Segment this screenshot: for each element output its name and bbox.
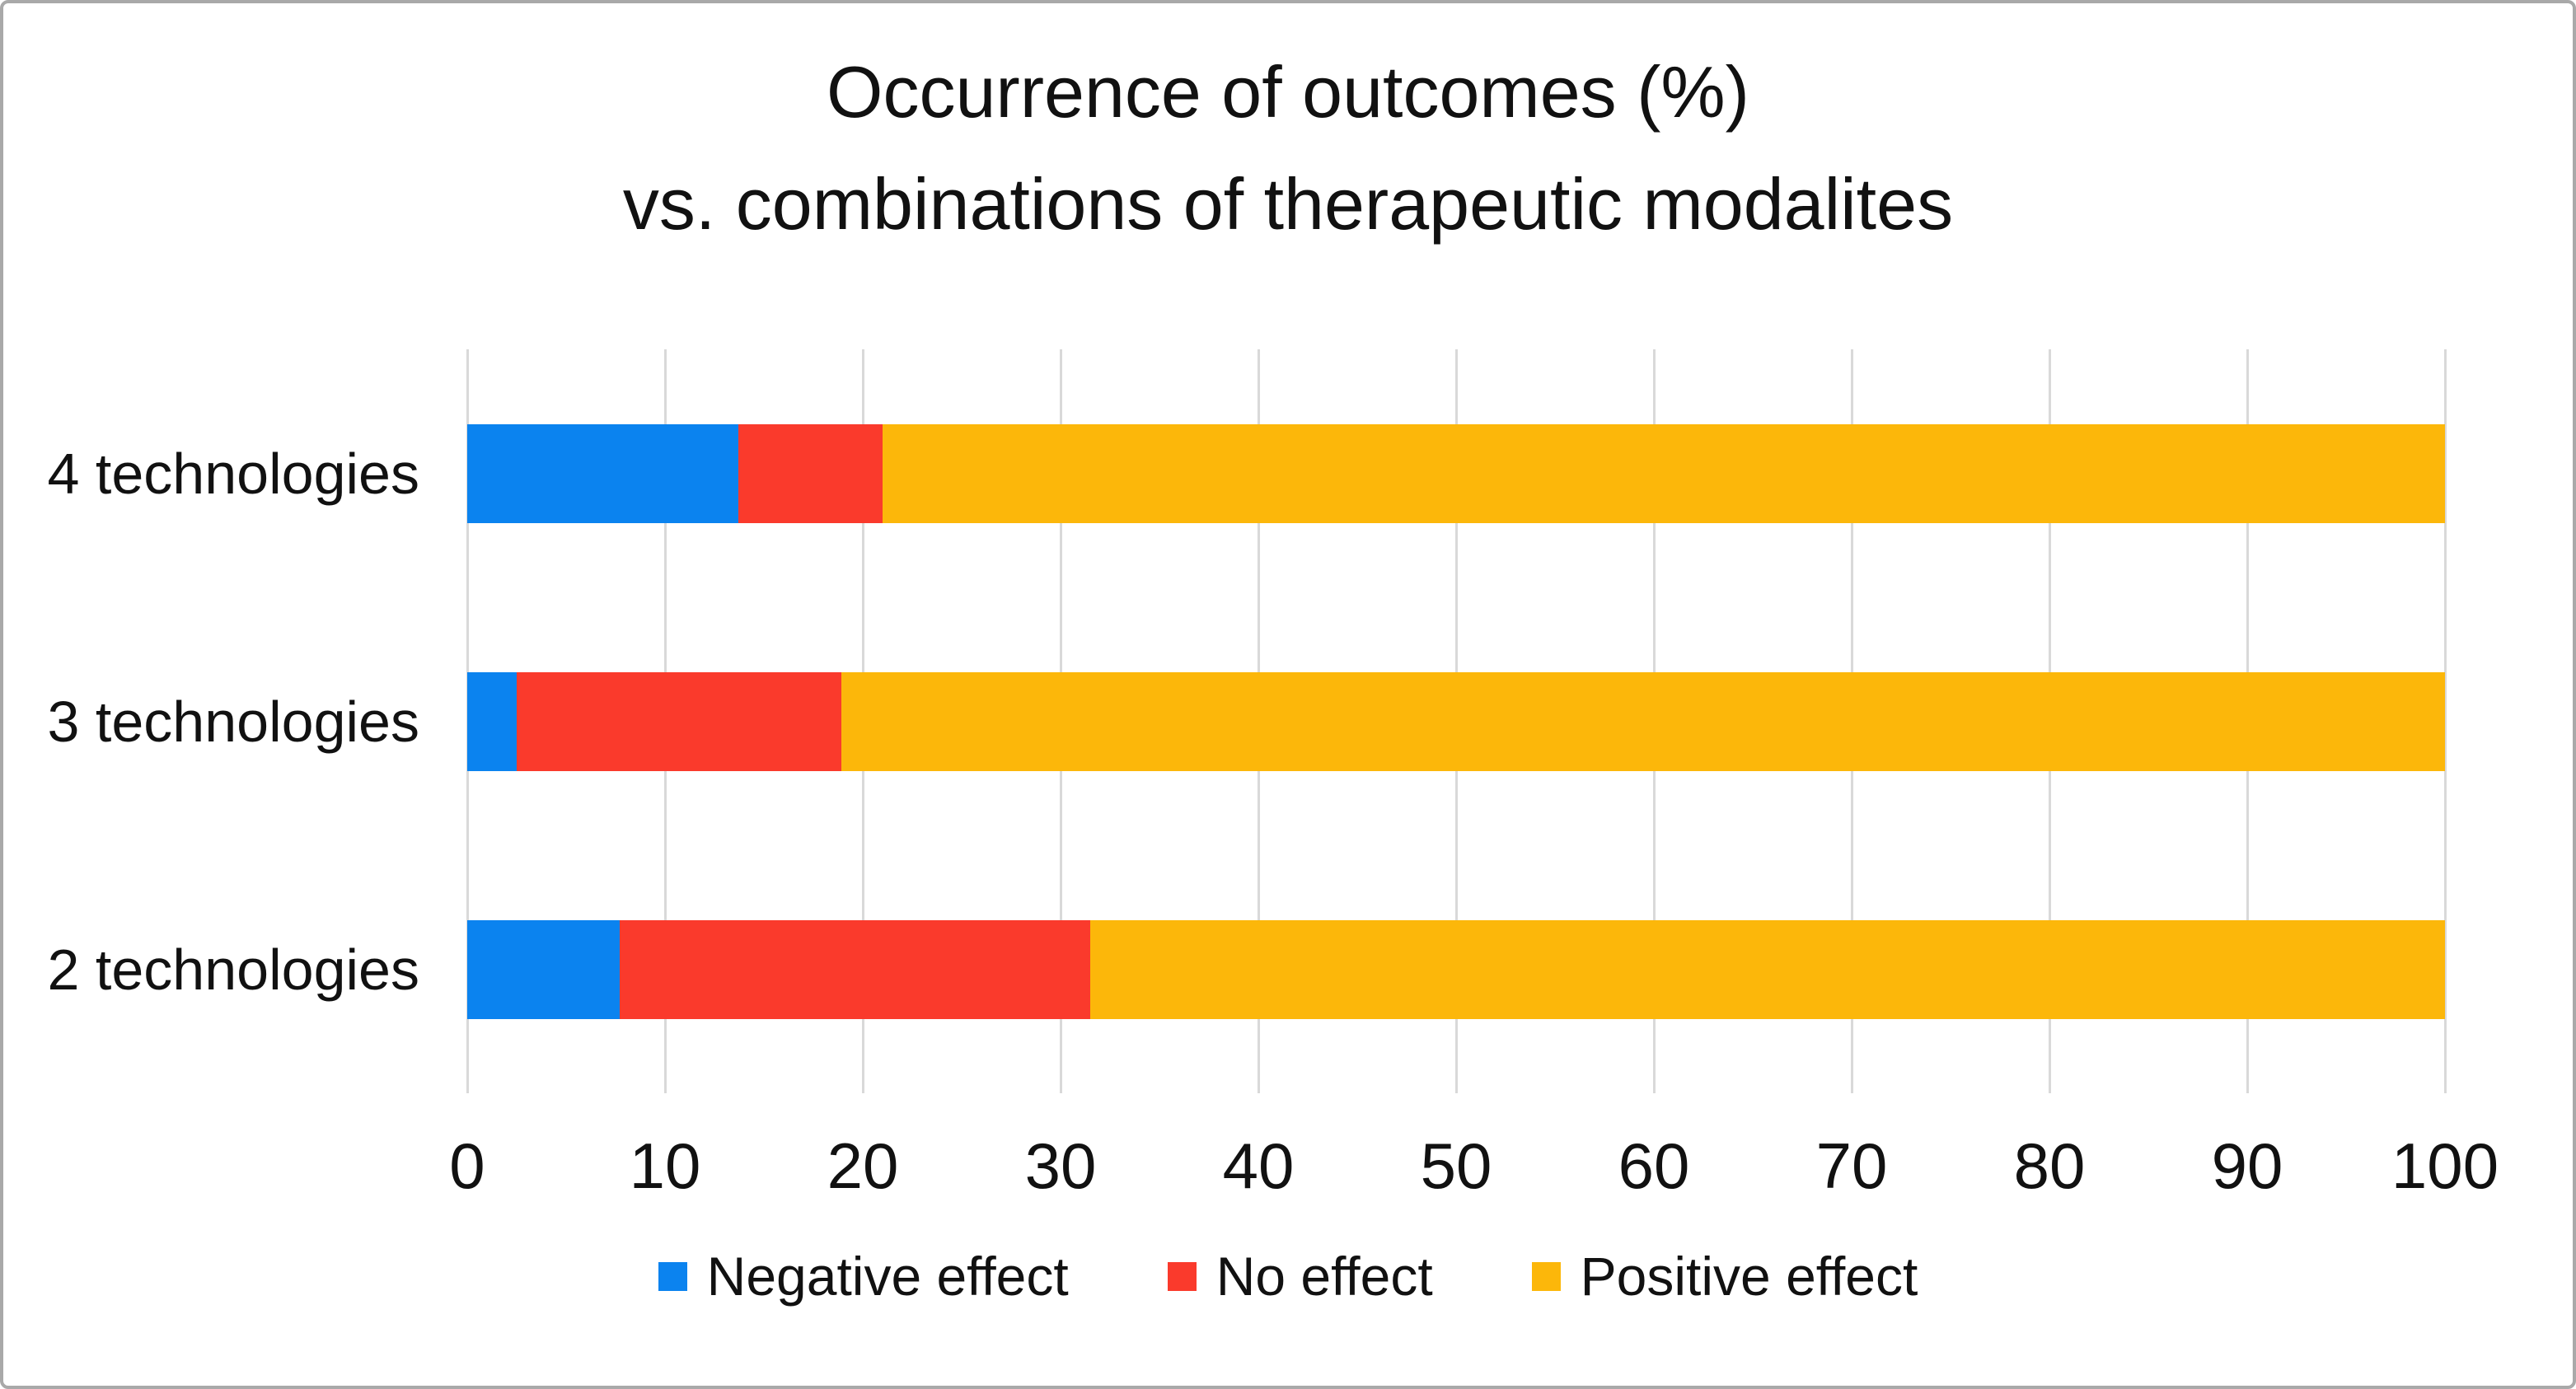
x-tick-label-60: 60 — [1618, 1129, 1690, 1202]
legend-swatch-negative-effect — [658, 1261, 687, 1291]
chart-title-line-1: Occurrence of outcomes (%) — [827, 51, 1749, 133]
segment-3-technologies-negative-effect — [467, 671, 517, 771]
chart-title-line-2: vs. combinations of therapeutic modalite… — [622, 163, 1954, 245]
plot-area — [466, 349, 2447, 1093]
legend: Negative effect No effect Positive effect — [3, 1249, 2573, 1303]
x-tick-label-20: 20 — [827, 1129, 899, 1202]
x-tick-label-70: 70 — [1815, 1129, 1888, 1202]
x-tick-label-90: 90 — [2211, 1129, 2283, 1202]
segment-4-technologies-no-effect — [738, 423, 883, 523]
x-tick-label-50: 50 — [1420, 1129, 1492, 1202]
x-tick-label-0: 0 — [449, 1129, 485, 1202]
category-label-3-technologies: 3 technologies — [47, 689, 419, 754]
legend-label-negative-effect: Negative effect — [706, 1246, 1069, 1307]
x-tick-label-40: 40 — [1222, 1129, 1295, 1202]
segment-2-technologies-negative-effect — [467, 919, 620, 1019]
segment-2-technologies-no-effect — [619, 919, 1090, 1019]
legend-item-negative-effect: Negative effect — [658, 1249, 1069, 1303]
legend-label-positive-effect: Positive effect — [1580, 1246, 1918, 1307]
category-label-2-technologies: 2 technologies — [47, 937, 419, 1002]
legend-swatch-positive-effect — [1531, 1261, 1561, 1291]
x-axis: 0 10 20 30 40 50 60 70 80 90 100 — [449, 1129, 2499, 1208]
bar-row-2-technologies — [467, 919, 2445, 1019]
chart-title: Occurrence of outcomes (%) vs. combinati… — [3, 36, 2573, 260]
x-tick-label-10: 10 — [629, 1129, 701, 1202]
bar-row-4-technologies — [467, 423, 2445, 523]
segment-4-technologies-positive-effect — [883, 423, 2445, 523]
bar-row-3-technologies — [467, 671, 2445, 771]
legend-swatch-no-effect — [1167, 1261, 1197, 1291]
segment-2-technologies-positive-effect — [1090, 919, 2445, 1019]
legend-item-no-effect: No effect — [1167, 1246, 1433, 1307]
category-label-4-technologies: 4 technologies — [47, 441, 419, 506]
legend-label-no-effect: No effect — [1215, 1246, 1433, 1307]
x-tick-label-100: 100 — [2391, 1129, 2499, 1202]
segment-3-technologies-positive-effect — [841, 671, 2445, 771]
legend-item-positive-effect: Positive effect — [1531, 1246, 1918, 1307]
x-tick-label-30: 30 — [1024, 1129, 1097, 1202]
segment-3-technologies-no-effect — [517, 671, 841, 771]
segment-4-technologies-negative-effect — [467, 423, 738, 523]
gridline-100 — [2443, 349, 2447, 1093]
x-tick-label-80: 80 — [2013, 1129, 2086, 1202]
